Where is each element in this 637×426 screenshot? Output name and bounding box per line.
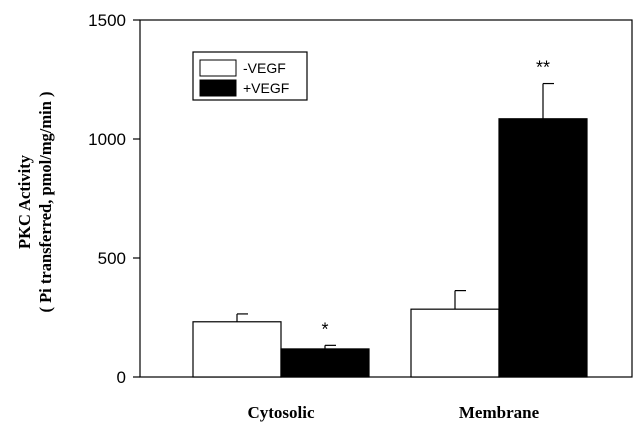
legend-label-minus-vegf: -VEGF	[243, 60, 286, 76]
y-tick-label: 0	[117, 368, 126, 387]
bar-cytosolic-plusminus-vegf	[280, 348, 370, 378]
legend-swatch-minus-vegf	[199, 59, 237, 77]
bar-cytosolic-minus-vegf	[192, 321, 282, 378]
significance-marker: **	[536, 58, 550, 78]
x-category-label: Membrane	[459, 403, 540, 422]
legend-swatch-plus-vegf	[199, 79, 237, 97]
plot-frame	[139, 19, 633, 378]
bar-membrane-minus-vegf	[410, 308, 500, 378]
significance-marker: *	[321, 319, 328, 339]
legend: -VEGF +VEGF	[192, 51, 308, 101]
y-axis-label-line1: PKC Activity	[15, 154, 34, 249]
x-category-label: Cytosolic	[247, 403, 315, 422]
legend-label-plus-vegf: +VEGF	[243, 80, 289, 96]
bar-membrane-plusminus-vegf	[498, 118, 588, 378]
y-axis-label-line2: ( Pi transferred, pmol/mg/min )	[36, 91, 55, 312]
y-tick-label: 1500	[88, 11, 126, 30]
legend-box	[192, 51, 308, 101]
y-tick-label: 500	[98, 249, 126, 268]
y-tick-label: 1000	[88, 130, 126, 149]
